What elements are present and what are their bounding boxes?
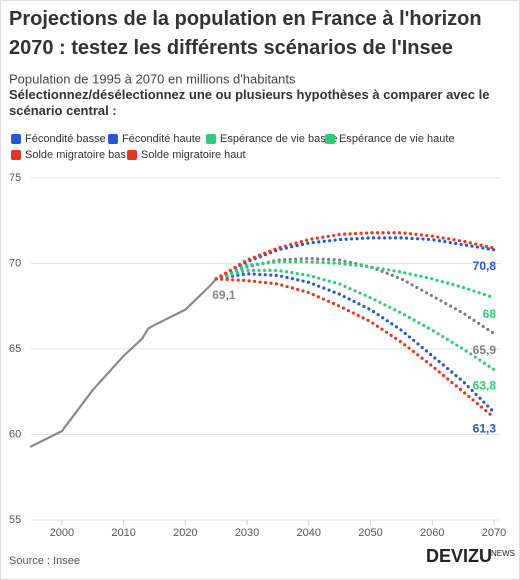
y-tick-label: 55 bbox=[9, 514, 21, 526]
legend-label[interactable]: Fécondité haute bbox=[122, 133, 201, 145]
series-line bbox=[29, 277, 218, 448]
source: Source : Insee bbox=[9, 555, 80, 567]
y-tick-label: 70 bbox=[9, 257, 21, 269]
instruction-box: Sélectionnez/désélectionnez une ou plusi… bbox=[9, 87, 490, 118]
series-line bbox=[214, 268, 496, 372]
legend-label[interactable]: Espérance de vie haute bbox=[339, 133, 455, 145]
legend-swatch[interactable] bbox=[325, 134, 335, 144]
legend-label[interactable]: Fécondité basse bbox=[25, 133, 106, 145]
logo-suffix: NEWS bbox=[491, 549, 515, 558]
legend-swatch[interactable] bbox=[11, 150, 21, 160]
legend-label[interactable]: Solde migratoire haut bbox=[141, 149, 246, 161]
series-line bbox=[214, 272, 496, 414]
data-label: 63,8 bbox=[473, 379, 497, 393]
y-tick-label: 65 bbox=[9, 343, 21, 355]
y-tick-label: 75 bbox=[9, 172, 21, 184]
title-box: Projections de la population en France à… bbox=[9, 8, 482, 59]
x-tick-label: 2010 bbox=[111, 527, 135, 539]
legend-swatch[interactable] bbox=[206, 134, 216, 144]
series-line bbox=[214, 277, 496, 419]
series-line bbox=[214, 260, 496, 300]
chart-title: Projections de la population en France à… bbox=[9, 8, 482, 59]
x-tick-label: 2030 bbox=[235, 527, 259, 539]
data-label: 61,3 bbox=[473, 421, 497, 435]
y-tick-label: 60 bbox=[9, 428, 21, 440]
legend-label[interactable]: Solde migratoire bas bbox=[25, 149, 126, 161]
subtitle: Population de 1995 à 2070 en millions d'… bbox=[9, 71, 296, 86]
data-label: 65,9 bbox=[473, 343, 497, 357]
legend-label[interactable]: Espérance de vie basse bbox=[220, 133, 337, 145]
x-tick-label: 2020 bbox=[173, 527, 197, 539]
legend-swatch[interactable] bbox=[11, 134, 21, 144]
data-label: 70,8 bbox=[473, 259, 497, 273]
legend-swatch[interactable] bbox=[127, 150, 137, 160]
data-label: 68 bbox=[483, 307, 497, 321]
instruction: Sélectionnez/désélectionnez une ou plusi… bbox=[9, 87, 490, 118]
x-tick-label: 2050 bbox=[358, 527, 382, 539]
series-line bbox=[214, 231, 496, 281]
x-tick-label: 2060 bbox=[420, 527, 444, 539]
x-tick-label: 2070 bbox=[482, 527, 506, 539]
logo: DEVIZU bbox=[426, 546, 492, 566]
x-tick-label: 2000 bbox=[50, 527, 74, 539]
data-label: 69,1 bbox=[212, 288, 236, 302]
series-line bbox=[214, 236, 496, 281]
legend-swatch[interactable] bbox=[108, 134, 118, 144]
x-tick-label: 2040 bbox=[297, 527, 321, 539]
